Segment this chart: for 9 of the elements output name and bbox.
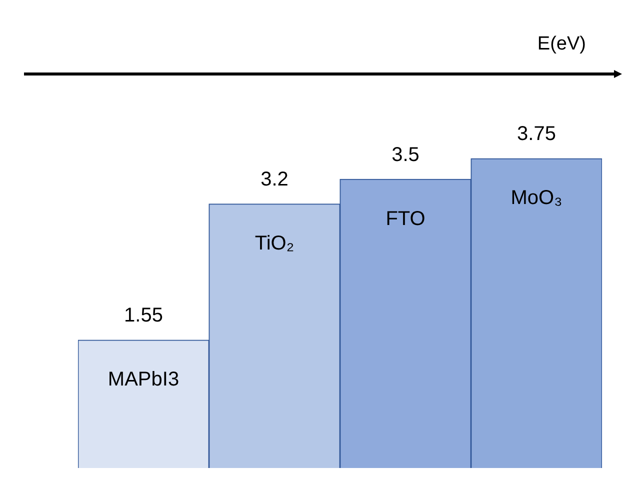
- data-label: 3.5: [392, 144, 420, 166]
- x-tick-label: MoO₃: [510, 187, 562, 210]
- x-tick-label: TiO₂: [254, 232, 294, 255]
- data-label: 3.2: [260, 168, 288, 191]
- data-label: 1.55: [124, 304, 163, 327]
- text: E(eV): [537, 34, 586, 55]
- x-tick-label: MAPbI3: [108, 368, 180, 391]
- x-tick-label: FTO: [386, 208, 426, 230]
- data-label: 3.75: [517, 123, 556, 146]
